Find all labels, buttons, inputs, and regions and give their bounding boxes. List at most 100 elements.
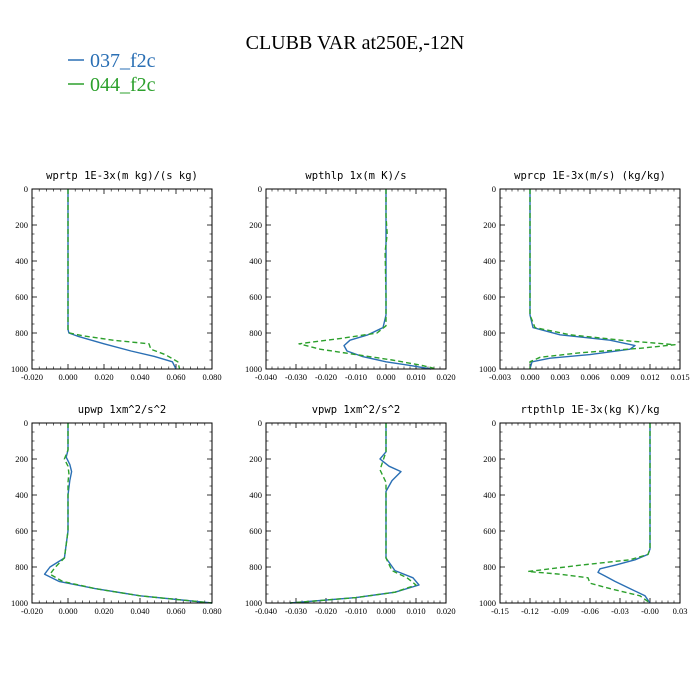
plot-frame [499,188,681,370]
panel-5: vpwp 1xm^2/s^2 -0.040 -0.030 -0.020 -0.010 0.… [245,404,456,616]
y-tick-label: 1000 [479,364,496,374]
series-line-037_f2c [597,423,651,604]
panel-1: wprtp 1E-3x(m kg)/(s kg) -0.020 0.000 0.020… [11,170,222,382]
x-tick-label: 0.000 [520,372,539,382]
x-tick-label: -0.040 [255,372,277,382]
y-tick-label: 600 [483,292,496,302]
series-line-037_f2c [289,423,420,604]
x-tick-label: -0.003 [489,372,511,382]
panel-2: wpthlp 1x(m K)/s -0.040 -0.030 -0.020 -0.010… [245,170,456,382]
y-tick-label: 200 [15,220,28,230]
y-tick-label: 800 [15,562,28,572]
x-tick-label: 0.020 [436,606,455,616]
series-line-037_f2c [529,189,636,370]
y-tick-label: 600 [15,526,28,536]
y-tick-label: 1000 [245,364,262,374]
legend-label-044: 044_f2c [90,74,156,96]
x-tick-label: 0.020 [94,606,113,616]
y-tick-label: 600 [15,292,28,302]
y-tick-label: 600 [249,526,262,536]
y-tick-label: 0 [492,184,496,194]
panel-6: rtpthlp 1E-3x(kg K)/kg -0.15 -0.12 -0.09 -0.… [479,404,687,616]
y-tick-label: 0 [24,184,28,194]
x-tick-label: -0.020 [21,606,43,616]
x-tick-label: 0.003 [550,372,569,382]
y-tick-label: 0 [258,418,262,428]
x-tick-label: 0.03 [673,606,688,616]
panel-4: upwp 1xm^2/s^2 -0.020 0.000 0.020 0.040 0.060… [11,404,222,616]
y-tick-label: 400 [249,256,262,266]
x-tick-label: 0.020 [94,372,113,382]
series-line-044_f2c [527,423,651,604]
x-tick-label: -0.06 [581,606,599,616]
panel-title: upwp 1xm^2/s^2 [78,404,167,416]
y-tick-label: 200 [249,220,262,230]
y-tick-label: 800 [249,562,262,572]
x-tick-label: -0.010 [345,606,367,616]
x-tick-label: 0.009 [610,372,629,382]
x-tick-label: 0.015 [670,372,689,382]
x-tick-label: -0.15 [491,606,509,616]
y-tick-label: 0 [492,418,496,428]
y-tick-label: 600 [483,526,496,536]
y-tick-label: 200 [15,454,28,464]
y-tick-label: 1000 [11,598,28,608]
x-tick-label: -0.040 [255,606,277,616]
series-line-037_f2c [343,189,432,370]
y-tick-label: 200 [483,454,496,464]
x-tick-label: -0.020 [315,372,337,382]
x-tick-label: 0.000 [376,372,395,382]
x-tick-label: -0.12 [521,606,539,616]
x-tick-label: 0.000 [58,372,77,382]
y-tick-label: 800 [483,328,496,338]
x-tick-label: 0.040 [130,606,149,616]
x-tick-label: -0.00 [641,606,659,616]
panel-title: wpthlp 1x(m K)/s [305,170,406,182]
series-line-044_f2c [298,189,438,370]
legend-label-037: 037_f2c [90,50,156,72]
figure-title: CLUBB VAR at250E,-12N [246,32,465,54]
panel-title: wprcp 1E-3x(m/s) (kg/kg) [514,170,666,182]
x-tick-label: -0.020 [21,372,43,382]
legend: 037_f2c 044_f2c [68,50,156,96]
plot-frame [265,188,447,370]
x-tick-label: 0.080 [202,372,221,382]
y-tick-label: 400 [483,490,496,500]
x-tick-label: 0.012 [640,372,659,382]
y-tick-label: 200 [249,454,262,464]
x-tick-label: -0.010 [345,372,367,382]
y-tick-label: 800 [15,328,28,338]
series-line-044_f2c [289,423,417,604]
x-tick-label: 0.000 [58,606,77,616]
y-tick-label: 0 [24,418,28,428]
y-tick-label: 1000 [245,598,262,608]
x-tick-label: -0.03 [611,606,629,616]
y-tick-label: 400 [483,256,496,266]
y-tick-label: 400 [15,490,28,500]
x-tick-label: 0.060 [166,372,185,382]
plot-frame [499,422,681,604]
series-line-037_f2c [67,189,177,370]
x-tick-label: 0.010 [406,372,425,382]
series-line-044_f2c [67,189,181,370]
x-tick-label: 0.010 [406,606,425,616]
plot-frame [265,422,447,604]
y-tick-label: 200 [483,220,496,230]
panel-title: vpwp 1xm^2/s^2 [312,404,401,416]
y-tick-label: 800 [249,328,262,338]
y-tick-label: 0 [258,184,262,194]
panel-title: rtpthlp 1E-3x(kg K)/kg [520,404,659,416]
y-tick-label: 800 [483,562,496,572]
x-tick-label: 0.080 [202,606,221,616]
x-tick-label: 0.020 [436,372,455,382]
x-tick-label: 0.040 [130,372,149,382]
series-line-044_f2c [49,423,213,604]
x-tick-label: -0.09 [551,606,569,616]
x-tick-label: 0.000 [376,606,395,616]
x-tick-label: -0.030 [285,372,307,382]
panel-title: wprtp 1E-3x(m kg)/(s kg) [46,170,198,182]
plot-frame [31,422,213,604]
series-line-044_f2c [529,189,676,369]
y-tick-label: 1000 [479,598,496,608]
panel-3: wprcp 1E-3x(m/s) (kg/kg) -0.003 0.000 0.003… [479,170,690,382]
